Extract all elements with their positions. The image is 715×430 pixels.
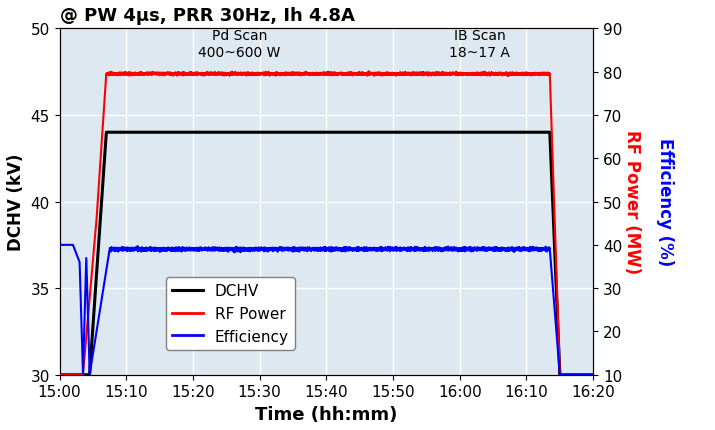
Y-axis label: DCHV (kV): DCHV (kV) <box>7 154 25 251</box>
Text: IB Scan
18~17 A: IB Scan 18~17 A <box>449 29 511 59</box>
Text: Efficiency (%): Efficiency (%) <box>656 138 674 266</box>
Text: RF Power (MW): RF Power (MW) <box>623 130 641 274</box>
Text: @ PW 4μs, PRR 30Hz, Ih 4.8A: @ PW 4μs, PRR 30Hz, Ih 4.8A <box>59 7 355 25</box>
X-axis label: Time (hh:mm): Time (hh:mm) <box>255 405 398 423</box>
Legend: DCHV, RF Power, Efficiency: DCHV, RF Power, Efficiency <box>166 278 295 350</box>
Text: Pd Scan
400~600 W: Pd Scan 400~600 W <box>199 29 281 59</box>
